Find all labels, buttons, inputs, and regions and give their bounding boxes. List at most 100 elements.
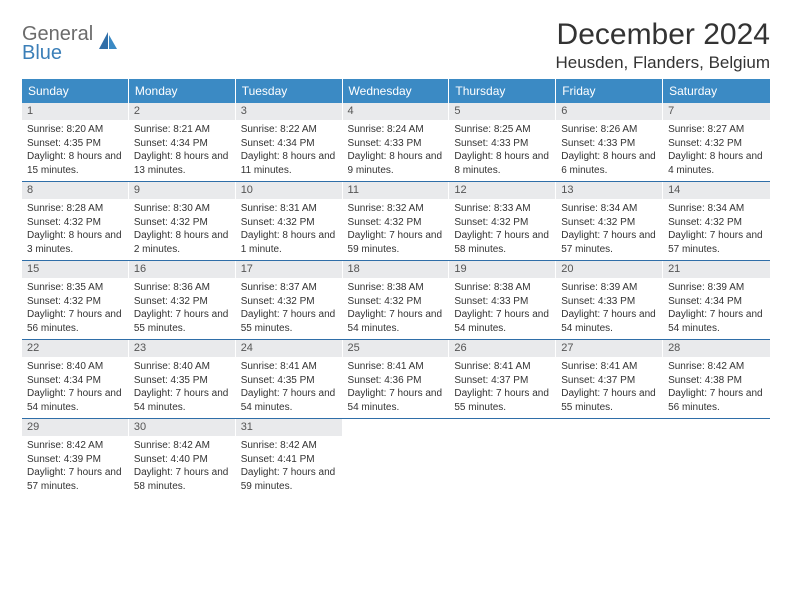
day-number: 8 <box>22 182 128 199</box>
day-cell: 23Sunrise: 8:40 AMSunset: 4:35 PMDayligh… <box>129 340 236 418</box>
day-info: Sunrise: 8:38 AMSunset: 4:33 PMDaylight:… <box>449 278 555 339</box>
week-row: 22Sunrise: 8:40 AMSunset: 4:34 PMDayligh… <box>22 340 770 418</box>
calendar-table: Sunday Monday Tuesday Wednesday Thursday… <box>22 79 770 497</box>
day-cell: 25Sunrise: 8:41 AMSunset: 4:36 PMDayligh… <box>343 340 450 418</box>
sunrise-text: Sunrise: 8:27 AM <box>668 123 765 137</box>
day-info: Sunrise: 8:39 AMSunset: 4:34 PMDaylight:… <box>663 278 770 339</box>
empty-cell <box>343 419 450 497</box>
day-cell: 20Sunrise: 8:39 AMSunset: 4:33 PMDayligh… <box>556 261 663 339</box>
day-cell: 10Sunrise: 8:31 AMSunset: 4:32 PMDayligh… <box>236 182 343 260</box>
logo-text: General Blue <box>22 24 93 63</box>
sunset-text: Sunset: 4:40 PM <box>134 453 230 467</box>
day-info: Sunrise: 8:21 AMSunset: 4:34 PMDaylight:… <box>129 120 235 181</box>
day-number: 14 <box>663 182 770 199</box>
day-info: Sunrise: 8:36 AMSunset: 4:32 PMDaylight:… <box>129 278 235 339</box>
day-info: Sunrise: 8:40 AMSunset: 4:35 PMDaylight:… <box>129 357 235 418</box>
day-info: Sunrise: 8:40 AMSunset: 4:34 PMDaylight:… <box>22 357 128 418</box>
day-info: Sunrise: 8:35 AMSunset: 4:32 PMDaylight:… <box>22 278 128 339</box>
day-info: Sunrise: 8:32 AMSunset: 4:32 PMDaylight:… <box>343 199 449 260</box>
day-info: Sunrise: 8:34 AMSunset: 4:32 PMDaylight:… <box>556 199 662 260</box>
day-cell: 6Sunrise: 8:26 AMSunset: 4:33 PMDaylight… <box>556 103 663 181</box>
weekday-friday: Friday <box>556 79 663 103</box>
sunrise-text: Sunrise: 8:37 AM <box>241 281 337 295</box>
day-number: 3 <box>236 103 342 120</box>
day-cell: 24Sunrise: 8:41 AMSunset: 4:35 PMDayligh… <box>236 340 343 418</box>
day-cell: 16Sunrise: 8:36 AMSunset: 4:32 PMDayligh… <box>129 261 236 339</box>
day-cell: 31Sunrise: 8:42 AMSunset: 4:41 PMDayligh… <box>236 419 343 497</box>
sunset-text: Sunset: 4:32 PM <box>561 216 657 230</box>
day-info: Sunrise: 8:41 AMSunset: 4:37 PMDaylight:… <box>556 357 662 418</box>
sunrise-text: Sunrise: 8:36 AM <box>134 281 230 295</box>
day-number: 18 <box>343 261 449 278</box>
daylight-text: Daylight: 8 hours and 13 minutes. <box>134 150 230 177</box>
day-info: Sunrise: 8:41 AMSunset: 4:37 PMDaylight:… <box>449 357 555 418</box>
weekday-thursday: Thursday <box>449 79 556 103</box>
sunset-text: Sunset: 4:35 PM <box>27 137 123 151</box>
day-number: 12 <box>449 182 555 199</box>
day-number: 21 <box>663 261 770 278</box>
sunrise-text: Sunrise: 8:34 AM <box>668 202 765 216</box>
day-number: 24 <box>236 340 342 357</box>
logo-word-blue: Blue <box>22 43 93 63</box>
day-number: 16 <box>129 261 235 278</box>
day-number: 6 <box>556 103 662 120</box>
sunset-text: Sunset: 4:34 PM <box>668 295 765 309</box>
sunrise-text: Sunrise: 8:42 AM <box>241 439 337 453</box>
month-title: December 2024 <box>555 18 770 51</box>
sunset-text: Sunset: 4:34 PM <box>27 374 123 388</box>
weekday-monday: Monday <box>129 79 236 103</box>
title-block: December 2024 Heusden, Flanders, Belgium <box>555 18 770 73</box>
logo: General Blue <box>22 18 119 63</box>
sunrise-text: Sunrise: 8:28 AM <box>27 202 123 216</box>
page-header: General Blue December 2024 Heusden, Flan… <box>22 18 770 73</box>
day-info: Sunrise: 8:33 AMSunset: 4:32 PMDaylight:… <box>449 199 555 260</box>
sunset-text: Sunset: 4:34 PM <box>241 137 337 151</box>
day-number: 5 <box>449 103 555 120</box>
day-info: Sunrise: 8:42 AMSunset: 4:38 PMDaylight:… <box>663 357 770 418</box>
sunset-text: Sunset: 4:32 PM <box>454 216 550 230</box>
daylight-text: Daylight: 7 hours and 59 minutes. <box>241 466 337 493</box>
daylight-text: Daylight: 7 hours and 54 minutes. <box>348 387 444 414</box>
sunrise-text: Sunrise: 8:41 AM <box>561 360 657 374</box>
day-info: Sunrise: 8:34 AMSunset: 4:32 PMDaylight:… <box>663 199 770 260</box>
sunrise-text: Sunrise: 8:24 AM <box>348 123 444 137</box>
daylight-text: Daylight: 7 hours and 54 minutes. <box>561 308 657 335</box>
day-info: Sunrise: 8:42 AMSunset: 4:41 PMDaylight:… <box>236 436 342 497</box>
daylight-text: Daylight: 7 hours and 54 minutes. <box>134 387 230 414</box>
sunset-text: Sunset: 4:32 PM <box>241 295 337 309</box>
day-info: Sunrise: 8:30 AMSunset: 4:32 PMDaylight:… <box>129 199 235 260</box>
sunset-text: Sunset: 4:32 PM <box>668 137 765 151</box>
daylight-text: Daylight: 7 hours and 55 minutes. <box>134 308 230 335</box>
day-number: 13 <box>556 182 662 199</box>
day-number: 22 <box>22 340 128 357</box>
day-cell: 3Sunrise: 8:22 AMSunset: 4:34 PMDaylight… <box>236 103 343 181</box>
day-info: Sunrise: 8:41 AMSunset: 4:35 PMDaylight:… <box>236 357 342 418</box>
day-number: 10 <box>236 182 342 199</box>
sunset-text: Sunset: 4:32 PM <box>27 216 123 230</box>
weekday-tuesday: Tuesday <box>236 79 343 103</box>
daylight-text: Daylight: 8 hours and 4 minutes. <box>668 150 765 177</box>
day-info: Sunrise: 8:42 AMSunset: 4:39 PMDaylight:… <box>22 436 128 497</box>
sunrise-text: Sunrise: 8:35 AM <box>27 281 123 295</box>
day-cell: 1Sunrise: 8:20 AMSunset: 4:35 PMDaylight… <box>22 103 129 181</box>
weekday-saturday: Saturday <box>663 79 770 103</box>
daylight-text: Daylight: 8 hours and 15 minutes. <box>27 150 123 177</box>
sunrise-text: Sunrise: 8:39 AM <box>668 281 765 295</box>
day-cell: 21Sunrise: 8:39 AMSunset: 4:34 PMDayligh… <box>663 261 770 339</box>
sunrise-text: Sunrise: 8:38 AM <box>454 281 550 295</box>
week-row: 8Sunrise: 8:28 AMSunset: 4:32 PMDaylight… <box>22 182 770 260</box>
sunrise-text: Sunrise: 8:21 AM <box>134 123 230 137</box>
daylight-text: Daylight: 7 hours and 58 minutes. <box>454 229 550 256</box>
day-number: 9 <box>129 182 235 199</box>
daylight-text: Daylight: 7 hours and 55 minutes. <box>561 387 657 414</box>
day-info: Sunrise: 8:26 AMSunset: 4:33 PMDaylight:… <box>556 120 662 181</box>
daylight-text: Daylight: 7 hours and 57 minutes. <box>668 229 765 256</box>
sunset-text: Sunset: 4:37 PM <box>561 374 657 388</box>
day-info: Sunrise: 8:31 AMSunset: 4:32 PMDaylight:… <box>236 199 342 260</box>
day-cell: 2Sunrise: 8:21 AMSunset: 4:34 PMDaylight… <box>129 103 236 181</box>
week-row: 15Sunrise: 8:35 AMSunset: 4:32 PMDayligh… <box>22 261 770 339</box>
day-info: Sunrise: 8:28 AMSunset: 4:32 PMDaylight:… <box>22 199 128 260</box>
day-cell: 4Sunrise: 8:24 AMSunset: 4:33 PMDaylight… <box>343 103 450 181</box>
daylight-text: Daylight: 7 hours and 56 minutes. <box>668 387 765 414</box>
day-number: 11 <box>343 182 449 199</box>
